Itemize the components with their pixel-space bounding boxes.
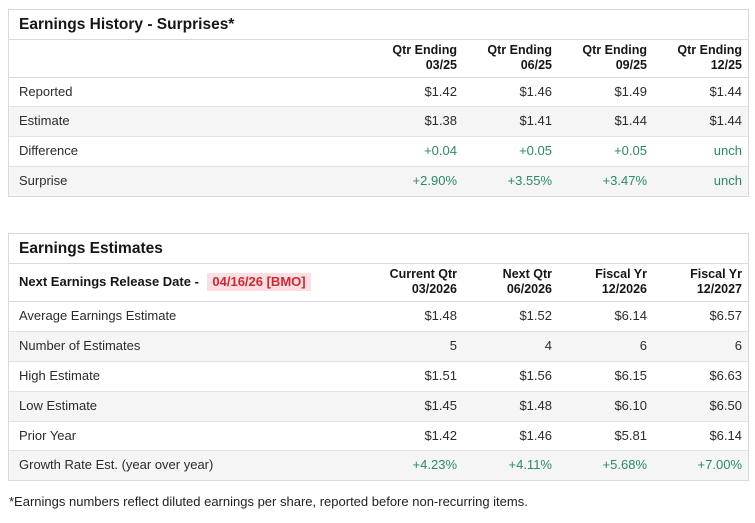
cell-value: $6.63 [653, 361, 748, 392]
earnings-history-section: Earnings History - Surprises* Qtr Ending… [8, 9, 749, 198]
cell-value: $6.10 [558, 391, 653, 422]
cell-value: $1.38 [368, 106, 463, 138]
column-header-line2: 12/2026 [601, 282, 647, 296]
cell-value: +3.55% [463, 166, 558, 197]
table-row-difference: Difference +0.04 +0.05 +0.05 unch [9, 136, 748, 168]
release-date-label: Next Earnings Release Date - [19, 274, 199, 290]
column-header-line2: 12/2027 [696, 282, 742, 296]
history-header-empty-cell [9, 40, 368, 78]
row-label: Reported [9, 77, 368, 108]
row-label: Average Earnings Estimate [9, 301, 368, 332]
column-header-line2: 09/25 [615, 57, 647, 72]
cell-value: +4.11% [463, 450, 558, 481]
cell-value: $1.49 [558, 77, 653, 108]
table-row-low-estimate: Low Estimate $1.45 $1.48 $6.10 $6.50 [9, 391, 748, 422]
cell-value: +3.47% [558, 166, 653, 197]
table-row-growth-rate-est: Growth Rate Est. (year over year) +4.23%… [9, 450, 748, 481]
cell-value: +0.05 [558, 136, 653, 168]
cell-value: +0.04 [368, 136, 463, 168]
cell-value: $1.44 [558, 106, 653, 138]
row-label: Difference [9, 136, 368, 168]
cell-value: $1.48 [368, 301, 463, 332]
estimates-column-header-4: Fiscal Yr 12/2027 [653, 264, 748, 302]
history-header-row: Qtr Ending 03/25 Qtr Ending 06/25 Qtr En… [9, 40, 748, 78]
cell-value: 6 [653, 331, 748, 362]
history-column-header-1: Qtr Ending 03/25 [368, 40, 463, 78]
column-header-line1: Qtr Ending [677, 43, 742, 57]
cell-value: $6.14 [558, 301, 653, 332]
row-label: Number of Estimates [9, 331, 368, 362]
cell-value: $6.50 [653, 391, 748, 422]
column-header-line2: 03/25 [425, 57, 457, 72]
next-earnings-release-date: Next Earnings Release Date - 04/16/26 [B… [9, 264, 368, 302]
column-header-line2: 12/25 [710, 57, 742, 72]
cell-value: $1.45 [368, 391, 463, 422]
cell-value: $6.15 [558, 361, 653, 392]
cell-value: +5.68% [558, 450, 653, 481]
column-header-line1: Current Qtr [389, 267, 457, 282]
row-label: Estimate [9, 106, 368, 138]
cell-value: 4 [463, 331, 558, 362]
estimates-column-header-2: Next Qtr 06/2026 [463, 264, 558, 302]
cell-value: $1.48 [463, 391, 558, 422]
column-header-line1: Next Qtr [502, 267, 552, 282]
row-label: Low Estimate [9, 391, 368, 422]
column-header-line2: 06/2026 [506, 282, 552, 296]
table-row-estimate: Estimate $1.38 $1.41 $1.44 $1.44 [9, 106, 748, 138]
cell-value: 5 [368, 331, 463, 362]
table-row-number-of-estimates: Number of Estimates 5 4 6 6 [9, 331, 748, 362]
cell-value: +2.90% [368, 166, 463, 197]
earnings-estimates-title: Earnings Estimates [9, 234, 748, 265]
estimates-column-header-1: Current Qtr 03/2026 [368, 264, 463, 302]
table-row-surprise: Surprise +2.90% +3.55% +3.47% unch [9, 166, 748, 197]
row-label: Surprise [9, 166, 368, 197]
cell-value: $1.41 [463, 106, 558, 138]
cell-value: +0.05 [463, 136, 558, 168]
release-date-value: 04/16/26 [BMO] [207, 273, 311, 291]
row-label: Prior Year [9, 421, 368, 452]
cell-value: 6 [558, 331, 653, 362]
earnings-history-table: Qtr Ending 03/25 Qtr Ending 06/25 Qtr En… [9, 40, 748, 197]
row-label: High Estimate [9, 361, 368, 392]
cell-value: unch [653, 166, 748, 197]
column-header-line2: 03/2026 [411, 282, 457, 296]
cell-value: $5.81 [558, 421, 653, 452]
cell-value: unch [653, 136, 748, 168]
earnings-estimates-table: Next Earnings Release Date - 04/16/26 [B… [9, 264, 748, 481]
earnings-history-title: Earnings History - Surprises* [9, 10, 748, 40]
cell-value: $6.14 [653, 421, 748, 452]
cell-value: $1.52 [463, 301, 558, 332]
history-column-header-3: Qtr Ending 09/25 [558, 40, 653, 78]
table-row-average-earnings-estimate: Average Earnings Estimate $1.48 $1.52 $6… [9, 301, 748, 332]
estimates-column-header-3: Fiscal Yr 12/2026 [558, 264, 653, 302]
table-row-high-estimate: High Estimate $1.51 $1.56 $6.15 $6.63 [9, 361, 748, 392]
column-header-line2: 06/25 [520, 57, 552, 72]
earnings-estimates-section: Earnings Estimates Next Earnings Release… [8, 233, 749, 482]
estimates-header-row: Next Earnings Release Date - 04/16/26 [B… [9, 264, 748, 302]
column-header-line1: Fiscal Yr [690, 267, 742, 282]
earnings-page: Earnings History - Surprises* Qtr Ending… [8, 9, 749, 510]
column-header-line1: Qtr Ending [487, 43, 552, 57]
table-row-prior-year: Prior Year $1.42 $1.46 $5.81 $6.14 [9, 421, 748, 452]
cell-value: $6.57 [653, 301, 748, 332]
cell-value: +7.00% [653, 450, 748, 481]
column-header-line1: Fiscal Yr [595, 267, 647, 282]
cell-value: $1.51 [368, 361, 463, 392]
cell-value: $1.42 [368, 77, 463, 108]
cell-value: +4.23% [368, 450, 463, 481]
history-column-header-2: Qtr Ending 06/25 [463, 40, 558, 78]
row-label: Growth Rate Est. (year over year) [9, 450, 368, 481]
column-header-line1: Qtr Ending [582, 43, 647, 57]
cell-value: $1.56 [463, 361, 558, 392]
table-row-reported: Reported $1.42 $1.46 $1.49 $1.44 [9, 77, 748, 108]
cell-value: $1.46 [463, 421, 558, 452]
cell-value: $1.46 [463, 77, 558, 108]
cell-value: $1.44 [653, 106, 748, 138]
column-header-line1: Qtr Ending [392, 43, 457, 57]
cell-value: $1.44 [653, 77, 748, 108]
history-column-header-4: Qtr Ending 12/25 [653, 40, 748, 78]
earnings-footnote: *Earnings numbers reflect diluted earnin… [9, 494, 528, 510]
cell-value: $1.42 [368, 421, 463, 452]
